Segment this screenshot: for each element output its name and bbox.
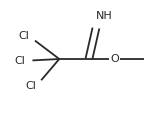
Text: Cl: Cl <box>26 81 37 91</box>
Text: Cl: Cl <box>15 56 26 66</box>
Text: O: O <box>110 54 119 64</box>
Text: NH: NH <box>96 11 113 21</box>
Text: Cl: Cl <box>18 31 29 41</box>
